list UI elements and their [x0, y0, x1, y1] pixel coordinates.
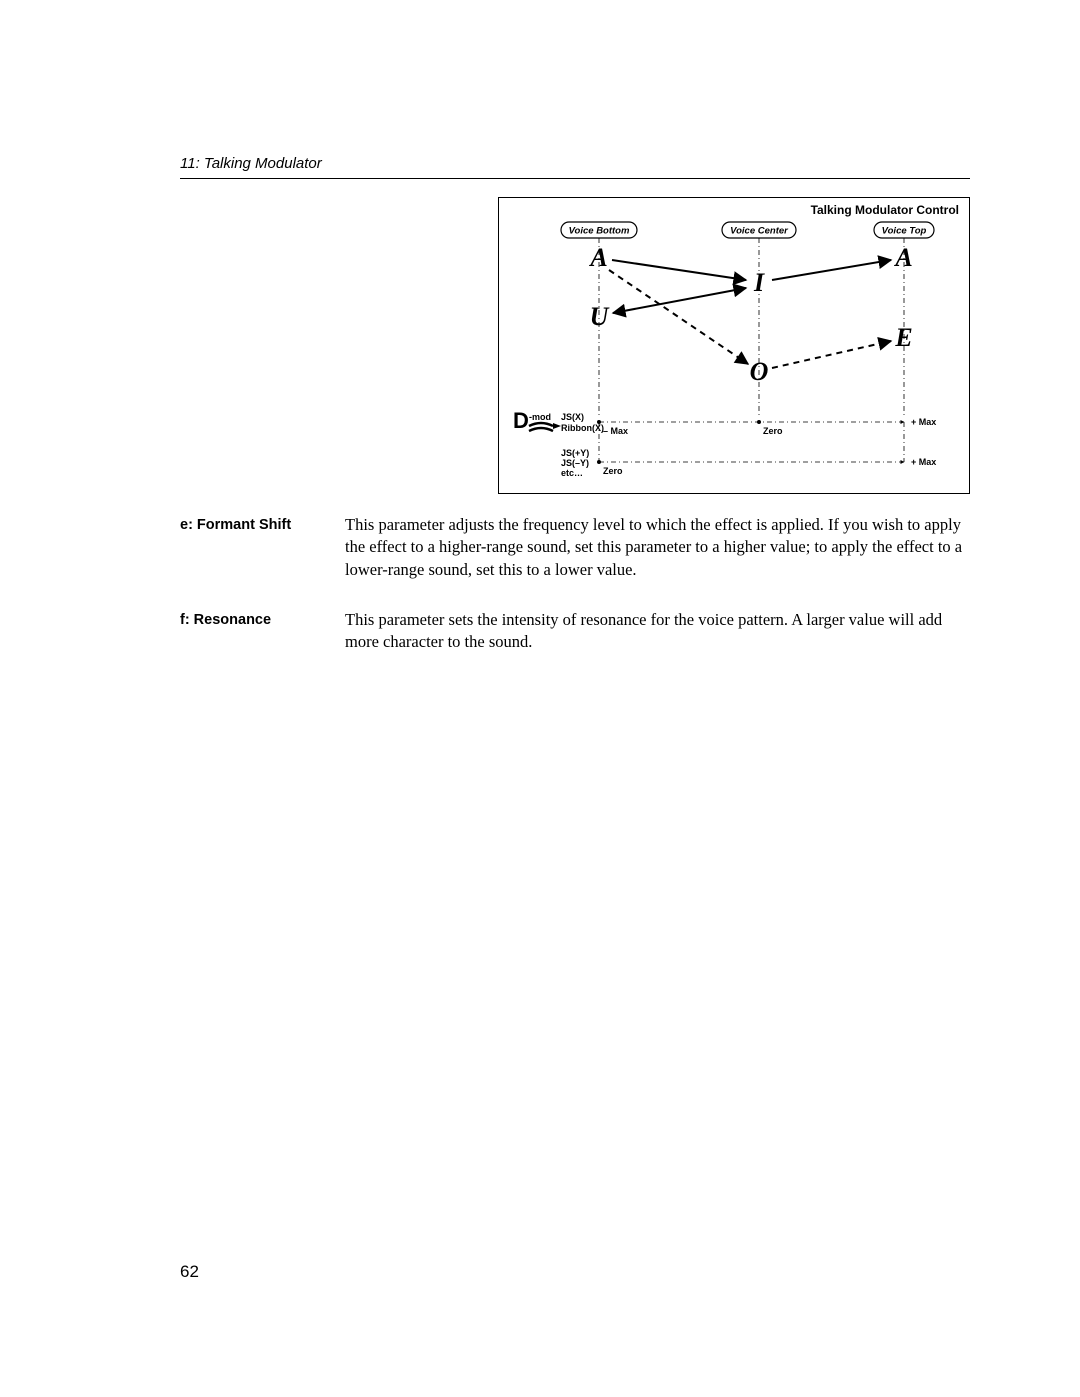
talking-modulator-diagram: Talking Modulator Control Voice Bottom V… — [498, 197, 970, 494]
diagram-container: Talking Modulator Control Voice Bottom V… — [180, 197, 970, 494]
vowel-e: E — [894, 323, 912, 352]
svg-text:Voice Top: Voice Top — [882, 226, 927, 237]
svg-text:Voice Bottom: Voice Bottom — [569, 226, 630, 237]
param-e-formant-shift: e: Formant Shift This parameter adjusts … — [180, 514, 970, 581]
page-number: 62 — [180, 1262, 199, 1282]
axis2-left: Zero — [603, 466, 623, 476]
vowel-i: I — [753, 268, 765, 297]
axis2-label-etc: etc… — [561, 468, 583, 478]
pill-voice-top: Voice Top — [874, 222, 934, 238]
axis2-label-jsy2: JS(–Y) — [561, 458, 589, 468]
diagram-title: Talking Modulator Control — [811, 203, 959, 217]
vowel-o: O — [750, 357, 769, 386]
param-f-resonance: f: Resonance This parameter sets the int… — [180, 609, 970, 654]
running-head: 11: Talking Modulator — [180, 155, 970, 172]
edge-a1-i — [612, 260, 746, 280]
axis1-label-ribbon: Ribbon(X) — [561, 423, 604, 433]
svg-text:D: D — [513, 408, 529, 433]
param-label-f: f: Resonance — [180, 609, 345, 654]
axis1-left: – Max — [603, 426, 628, 436]
axis1-mid: Zero — [763, 426, 783, 436]
edge-i-a2 — [772, 260, 891, 280]
svg-text:-mod: -mod — [529, 412, 551, 422]
edge-u-i — [613, 288, 746, 313]
pill-voice-center: Voice Center — [722, 222, 796, 238]
vowel-a1: A — [588, 243, 607, 272]
vowel-u: U — [590, 302, 610, 331]
param-desc-f: This parameter sets the intensity of res… — [345, 609, 970, 654]
axis1-label-jsx: JS(X) — [561, 412, 584, 422]
dmod-icon: D -mod — [513, 408, 561, 433]
parameter-descriptions: e: Formant Shift This parameter adjusts … — [180, 514, 970, 653]
svg-text:Voice Center: Voice Center — [730, 226, 789, 237]
edge-a1-o — [609, 270, 748, 364]
axis2-right: + Max — [911, 457, 936, 467]
axis2-label-jsy1: JS(+Y) — [561, 448, 589, 458]
vowel-a2: A — [893, 243, 912, 272]
pill-voice-bottom: Voice Bottom — [561, 222, 637, 238]
param-desc-e: This parameter adjusts the frequency lev… — [345, 514, 970, 581]
page: 11: Talking Modulator Talking Modulator … — [0, 0, 1080, 1397]
header-rule — [180, 178, 970, 179]
param-label-e: e: Formant Shift — [180, 514, 345, 581]
axis1-right: + Max — [911, 417, 936, 427]
edge-o-e — [772, 341, 891, 368]
